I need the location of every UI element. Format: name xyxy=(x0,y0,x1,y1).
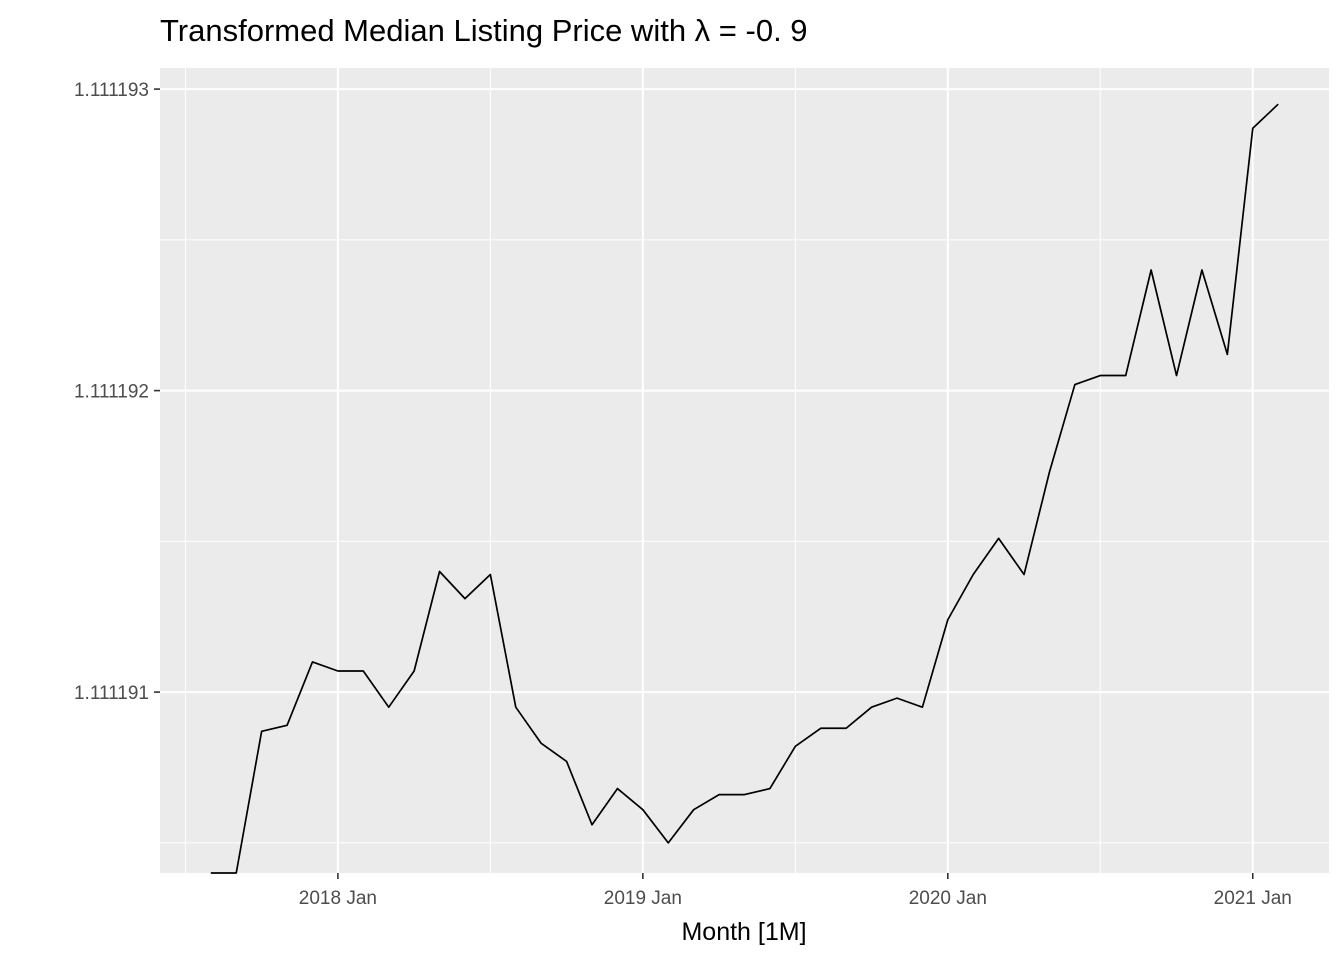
y-tick-label: 1.111191 xyxy=(74,683,149,704)
plot-panel xyxy=(160,68,1329,873)
chart-title: Transformed Median Listing Price with λ … xyxy=(160,13,808,48)
x-tick-label: 2020 Jan xyxy=(909,888,987,909)
minor-gridlines xyxy=(160,68,1329,873)
x-tick-label: 2019 Jan xyxy=(604,888,682,909)
major-gridlines xyxy=(160,68,1329,873)
x-axis: 2018 Jan 2019 Jan 2020 Jan 2021 Jan xyxy=(299,873,1292,909)
x-axis-title: Month [1M] xyxy=(681,918,806,946)
x-tick-label: 2021 Jan xyxy=(1214,888,1292,909)
y-tick-label: 1.111193 xyxy=(74,80,149,101)
y-axis: 1.111191 1.111192 1.111193 xyxy=(74,80,160,704)
y-tick-label: 1.111192 xyxy=(74,382,149,403)
x-tick-label: 2018 Jan xyxy=(299,888,377,909)
series-line xyxy=(210,103,1279,874)
